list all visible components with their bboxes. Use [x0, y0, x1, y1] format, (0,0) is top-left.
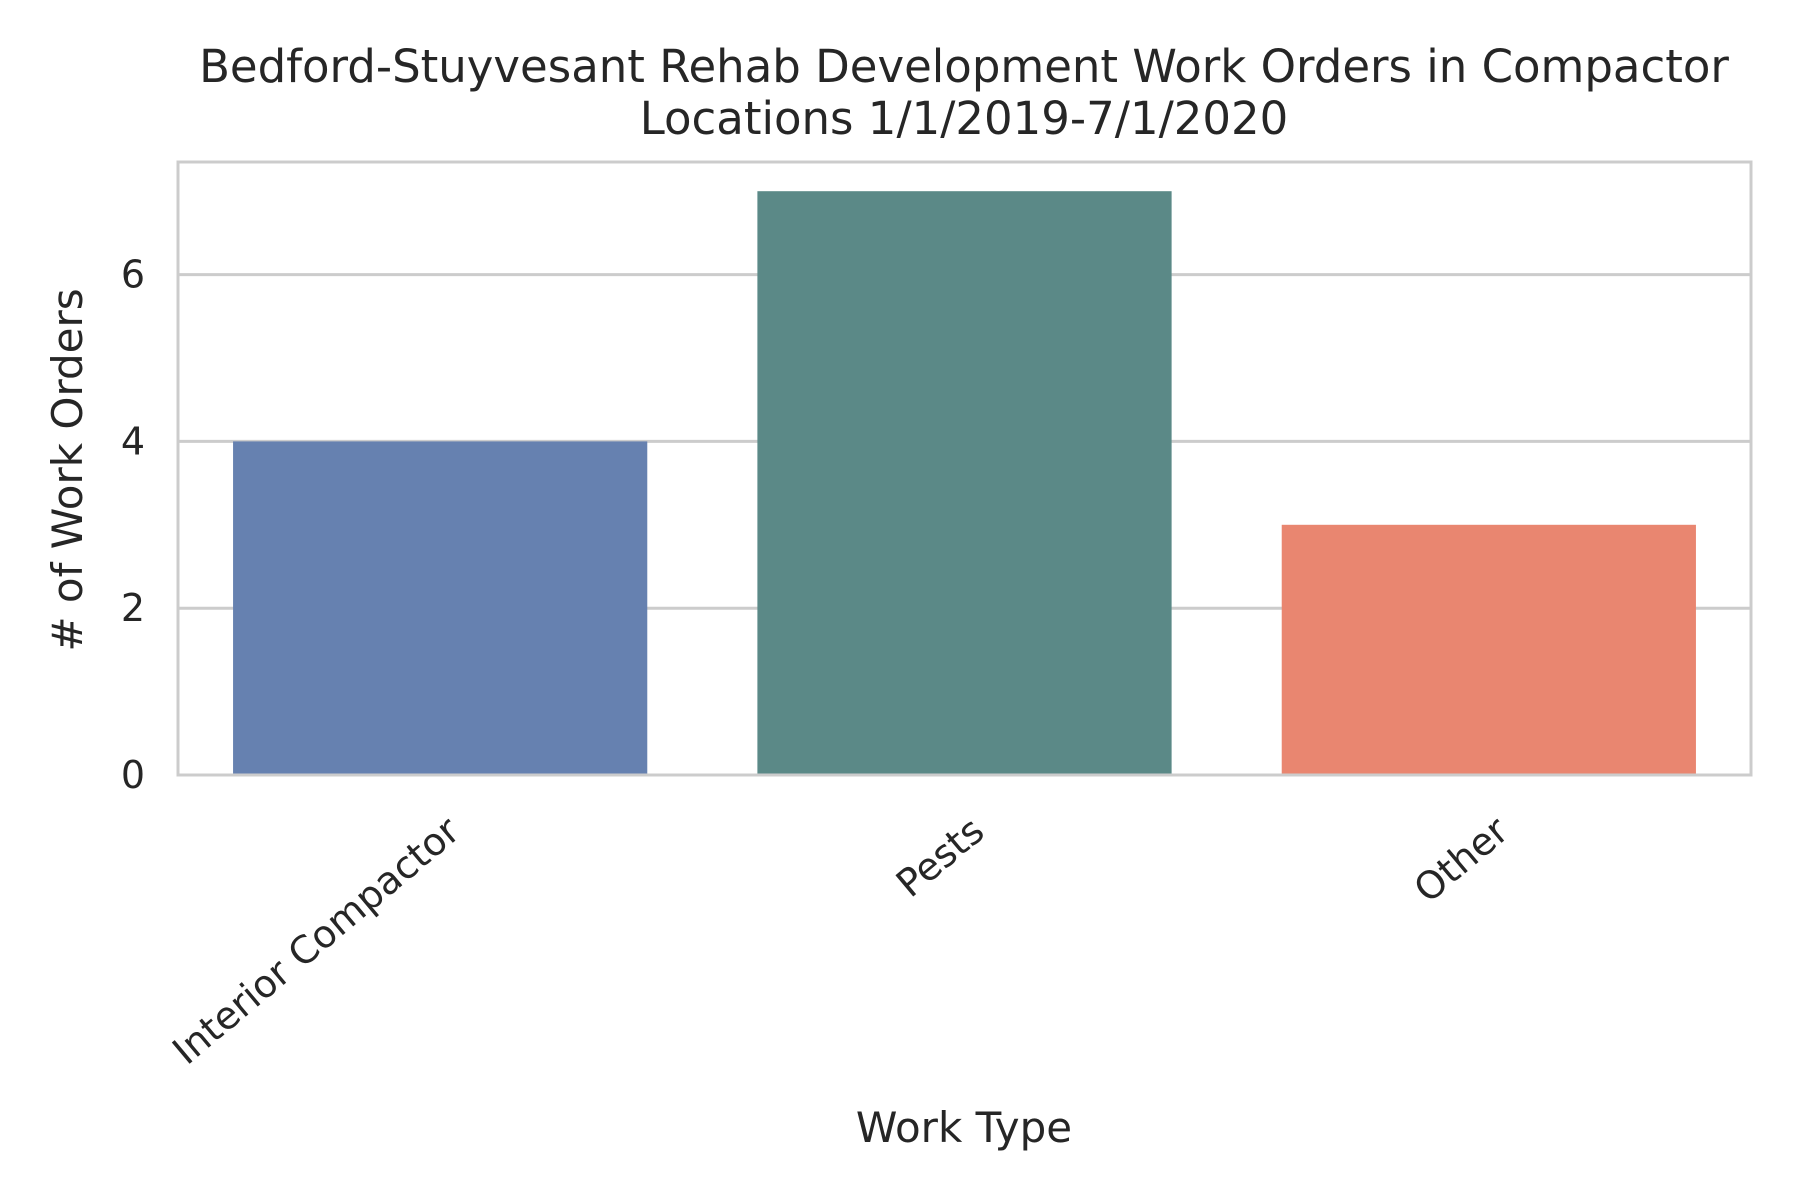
y-tick-label-6: 6: [121, 253, 145, 297]
bars: [233, 191, 1696, 775]
y-tick-labels: 0 2 4 6: [121, 253, 145, 797]
x-axis-label: Work Type: [856, 1103, 1072, 1152]
chart-title-line-1: Bedford-Stuyvesant Rehab Development Wor…: [199, 40, 1729, 93]
chart-title: Bedford-Stuyvesant Rehab Development Wor…: [199, 40, 1729, 145]
bar-pests: [757, 191, 1172, 775]
bar-interior-compactor: [233, 441, 648, 775]
y-tick-label-4: 4: [121, 419, 145, 463]
chart-title-line-2: Locations 1/1/2019-7/1/2020: [640, 92, 1289, 145]
y-axis-label: # of Work Orders: [43, 288, 92, 651]
y-tick-label-0: 0: [121, 753, 145, 797]
plot-frame: [176, 160, 1753, 777]
y-tick-label-2: 2: [121, 586, 145, 630]
bar-other: [1281, 524, 1696, 775]
